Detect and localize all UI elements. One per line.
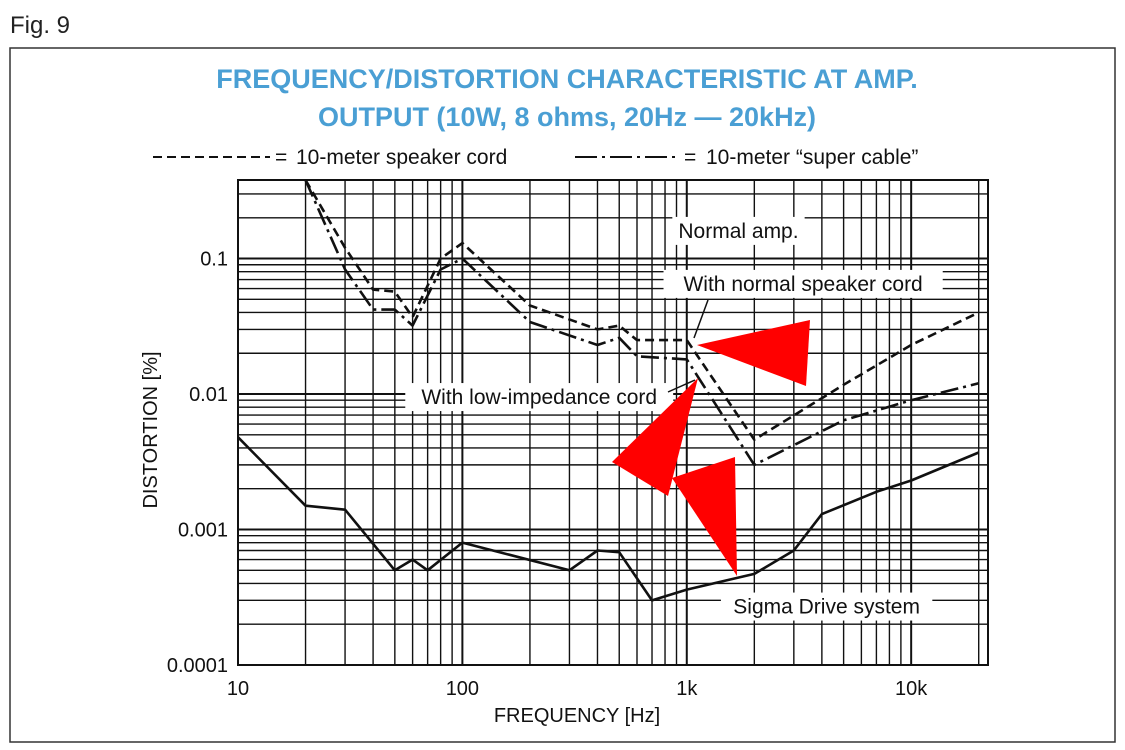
red-arrow-markers [612,320,810,576]
y-tick-label: 0.0001 [167,655,228,677]
annotation-label: With normal speaker cord [683,273,922,296]
annotation-leader [693,299,709,339]
y-tick-label: 0.001 [178,520,228,542]
legend-label-super-cable: 10-meter “super cable” [706,146,918,169]
x-tick-label: 10k [895,678,928,700]
x-tick-label: 1k [676,678,698,700]
red-arrow-marker [612,378,698,496]
annotation-label: Normal amp. [678,220,798,243]
annotations: Normal amp. With normal speaker cord With … [405,216,943,621]
x-axis-label: FREQUENCY [Hz] [494,705,660,727]
chart-title-line2: OUTPUT (10W, 8 ohms, 20Hz — 20kHz) [318,102,816,132]
annotation-background [663,269,943,298]
tick-labels: 10 100 1k 10k 0.1 0.01 0.001 0.0001 [167,249,928,700]
y-tick-label: 0.01 [189,384,228,406]
annotation-background [672,216,805,245]
annotation-label: With low-impedance cord [421,386,657,409]
annotation-background [405,383,674,412]
x-tick-label: 10 [227,678,249,700]
plot-border [237,179,989,666]
annotation-background [720,592,933,621]
series-line-dashed [304,179,980,442]
grid [237,179,989,666]
series [237,179,980,602]
red-arrow-marker [697,320,810,386]
annotation-label: Sigma Drive system [733,596,920,619]
legend: = 10-meter speaker cord = 10-meter “supe… [153,146,918,169]
x-tick-label: 100 [446,678,479,700]
annotation-leader [667,379,696,393]
figure-frame [9,47,1116,743]
red-arrow-marker [672,457,737,576]
legend-equals-1: = [275,146,287,169]
series-line-dash-dot [304,179,980,467]
legend-label-speaker-cord: 10-meter speaker cord [296,146,507,169]
y-axis-label: DISTORTION [%] [140,351,162,508]
figure-label: Fig. 9 [10,12,70,39]
y-tick-label: 0.1 [200,249,228,271]
legend-equals-2: = [684,146,696,169]
series-line-solid [237,436,980,602]
chart-title: FREQUENCY/DISTORTION CHARACTERISTIC AT A… [216,64,918,94]
